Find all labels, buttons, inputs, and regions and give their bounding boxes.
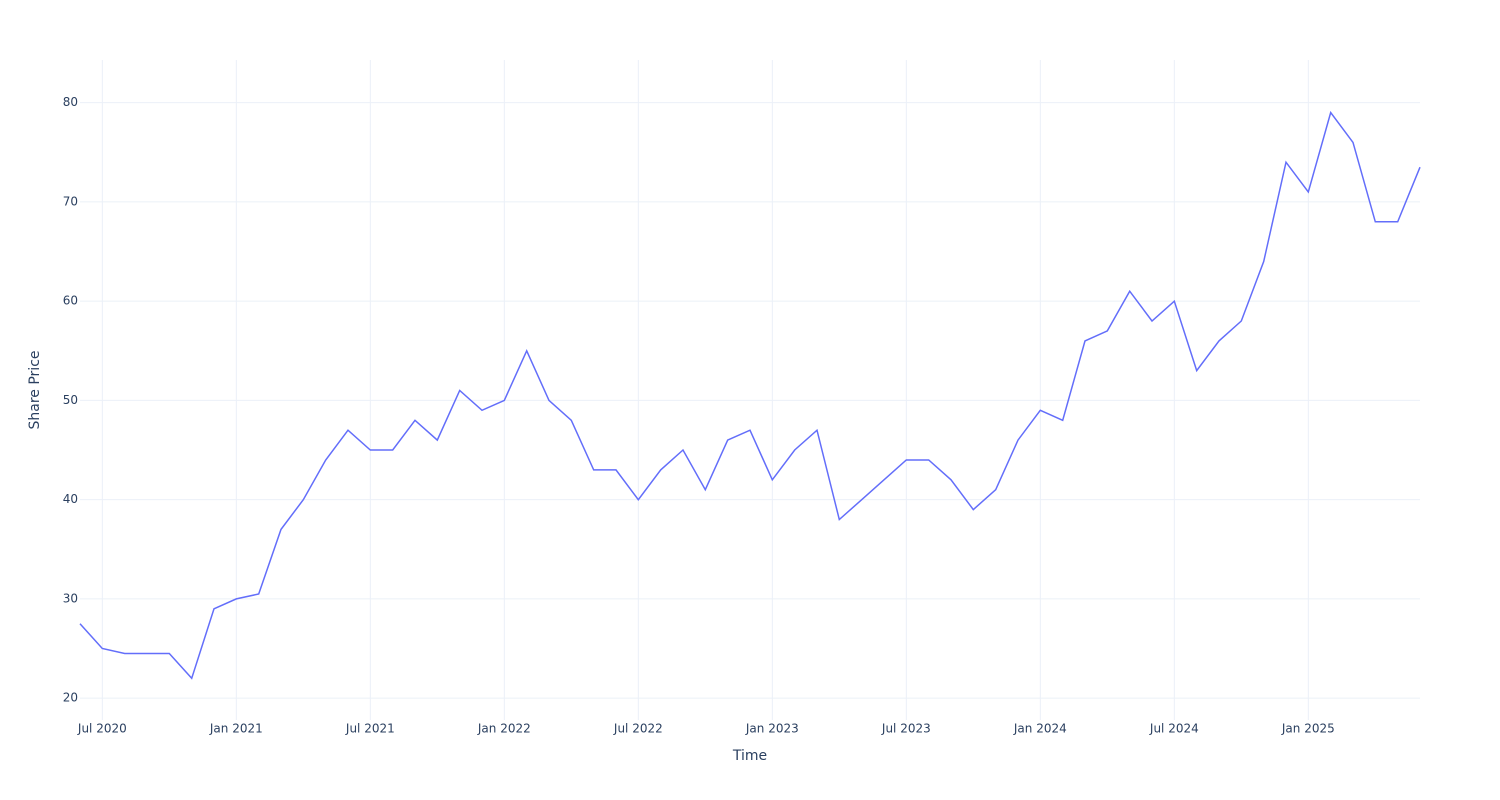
- x-tick-label: Jul 2020: [77, 722, 127, 736]
- y-tick-label: 40: [63, 492, 78, 506]
- y-tick-label: 20: [63, 691, 78, 705]
- x-tick-label: Jan 2023: [745, 722, 799, 736]
- price-line: [79, 110, 1421, 680]
- x-tick-label: Jan 2025: [1281, 722, 1335, 736]
- x-axis-title: Time: [732, 748, 767, 764]
- y-tick-label: 30: [63, 591, 78, 605]
- y-tick-label: 70: [63, 194, 78, 208]
- y-tick-label: 50: [63, 393, 78, 407]
- x-tick-label: Jan 2021: [209, 722, 263, 736]
- x-tick-label: Jul 2022: [613, 722, 663, 736]
- y-tick-label: 80: [63, 95, 78, 109]
- x-tick-label: Jul 2024: [1149, 722, 1199, 736]
- x-tick-label: Jul 2021: [345, 722, 395, 736]
- x-tick-label: Jan 2022: [477, 722, 531, 736]
- x-tick-label: Jul 2023: [881, 722, 931, 736]
- x-tick-label: Jan 2024: [1013, 722, 1067, 736]
- y-tick-label: 60: [63, 294, 78, 308]
- y-axis-title: Share Price: [27, 350, 43, 429]
